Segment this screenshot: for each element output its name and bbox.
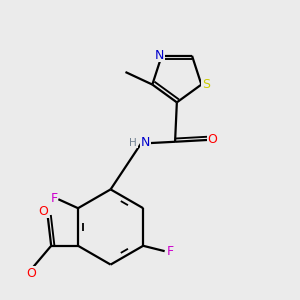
Text: F: F bbox=[50, 192, 58, 205]
Text: N: N bbox=[155, 49, 165, 62]
Text: H: H bbox=[129, 138, 137, 148]
Text: O: O bbox=[27, 267, 36, 280]
Text: N: N bbox=[141, 136, 150, 149]
Text: O: O bbox=[208, 134, 218, 146]
Text: F: F bbox=[167, 245, 174, 258]
Text: S: S bbox=[202, 78, 210, 91]
Text: O: O bbox=[38, 205, 48, 218]
